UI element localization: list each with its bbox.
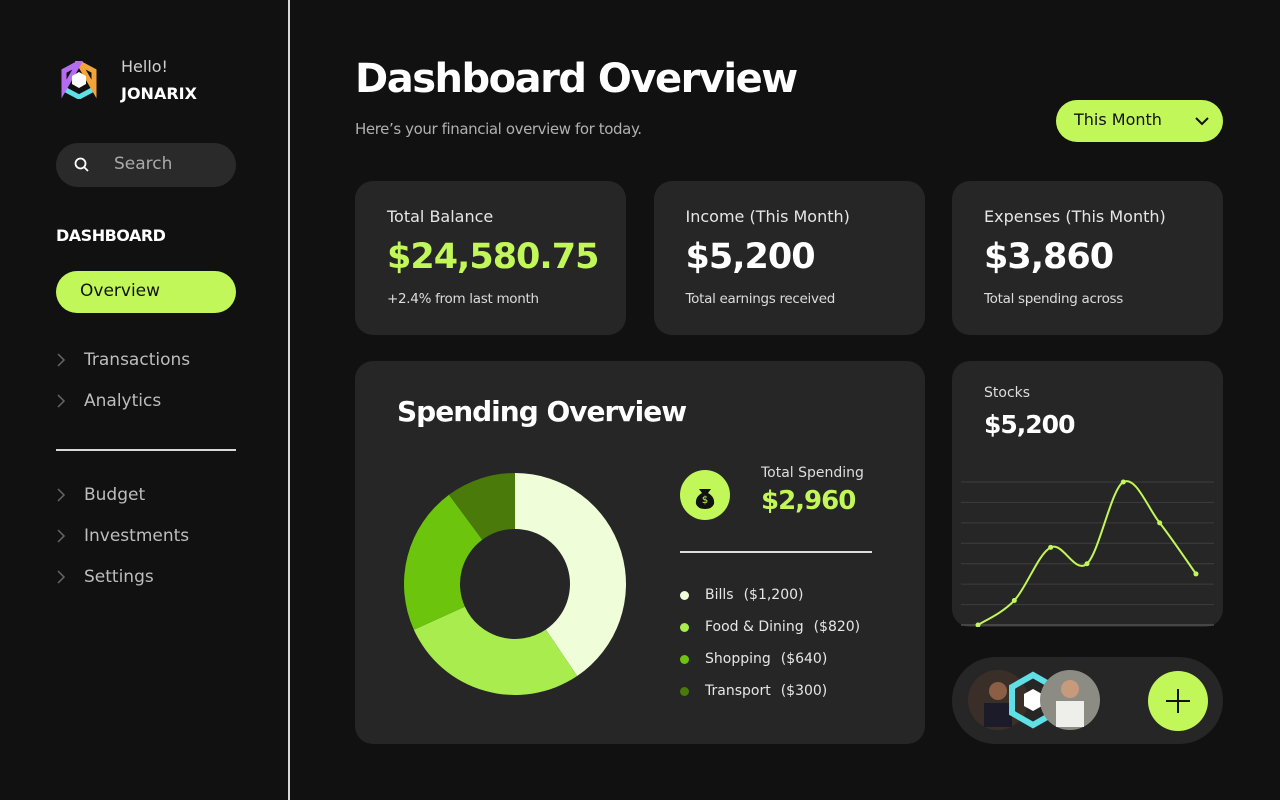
legend-dot [680,654,689,664]
card-note: +2.4% from last month [387,291,539,307]
legend-text: Shopping ($640) [705,651,827,667]
nav-label: Analytics [84,391,162,411]
section-label: DASHBOARD [56,226,166,245]
period-dropdown[interactable]: This Month [1056,100,1223,142]
card-value: $3,860 [984,237,1114,277]
greeting: Hello! [121,57,168,76]
donut-segment [413,606,578,695]
legend-divider [680,551,872,553]
card-label: Expenses (This Month) [984,207,1166,226]
legend-value: ($300) [780,683,828,699]
legend-dot [680,686,689,696]
active-nav-label: Overview [80,281,161,301]
nav-item[interactable]: Analytics [56,391,161,411]
active-nav[interactable]: Overview [56,271,236,313]
donut-chart [404,473,626,695]
money-icon: $ [680,470,730,520]
legend-text: Bills ($1,200) [705,587,804,603]
legend-value: ($640) [780,651,828,667]
nav-label: Settings [84,567,154,587]
nav-item[interactable]: Transactions [56,350,190,370]
donut-segment [515,473,626,676]
legend-item: Transport ($300) [680,683,827,699]
stock-point [1084,561,1090,567]
card-note: Total earnings received [685,291,836,307]
card-value: $24,580.75 [387,237,599,277]
legend-name: Transport [705,683,771,699]
page-subtitle: Here’s your financial overview for today… [355,120,642,138]
page-title: Dashboard Overview [355,56,798,102]
legend-text: Transport ($300) [705,683,827,699]
chevron [57,394,66,408]
summary-card: Expenses (This Month) $3,860 Total spendin… [952,181,1223,335]
card-label: Total Balance [387,207,494,226]
legend-item: Bills ($1,200) [680,587,804,603]
legend-dot [680,590,689,600]
sidebar [0,0,290,800]
stock-point [1193,571,1199,577]
chevron [57,488,66,502]
stocks-label: Stocks [984,385,1031,401]
card-label: Income (This Month) [685,207,850,226]
legend-dot [680,622,689,632]
total-spending-label: Total Spending [761,465,864,481]
nav-label: Transactions [84,350,191,370]
stock-point [1120,479,1126,485]
summary-card: Total Balance $24,580.75 +2.4% from last m… [355,181,626,335]
legend-name: Bills [705,587,734,603]
card-value: $5,200 [685,237,816,277]
nav-item[interactable]: Budget [56,485,145,505]
avatars [968,670,1100,730]
stock-point [1011,597,1017,603]
stocks-chart [961,479,1214,627]
legend-name: Food & Dining [705,619,804,635]
legend-name: Shopping [705,651,771,667]
stock-point [1157,520,1163,526]
nav-label: Investments [84,526,190,546]
chevron [57,353,66,367]
total-spending-value: $2,960 [761,486,856,516]
summary-card: Income (This Month) $5,200 Total earnings … [653,181,925,335]
stock-point [1048,544,1054,550]
search-box[interactable]: Search [56,143,236,187]
legend-item: Shopping ($640) [680,651,827,667]
add-button[interactable] [1148,671,1208,731]
legend-item: Food & Dining ($820) [680,619,860,635]
chevron-down [1195,117,1209,126]
nav-item[interactable]: Investments [56,526,189,546]
search-placeholder: Search [114,154,173,174]
stocks-card [952,361,1223,627]
logo [61,61,97,99]
stock-point [975,622,981,627]
divider [56,449,236,451]
svg-text:$: $ [702,495,708,506]
user-name: JONARIX [121,84,197,103]
spending-title: Spending Overview [397,395,687,428]
nav-label: Budget [84,485,146,505]
chevron [57,529,66,543]
legend-value: ($820) [813,619,861,635]
card-note: Total spending across [984,291,1123,307]
nav-item[interactable]: Settings [56,567,154,587]
donut-segment [448,473,515,540]
stocks-value: $5,200 [984,410,1075,439]
plus-icon [1166,689,1190,713]
search-icon [74,157,89,172]
contacts-bar [952,657,1223,744]
chevron [57,570,66,584]
donut-segment [404,494,483,630]
legend-value: ($1,200) [743,587,804,603]
period-label: This Month [1074,110,1162,129]
legend-text: Food & Dining ($820) [705,619,860,635]
